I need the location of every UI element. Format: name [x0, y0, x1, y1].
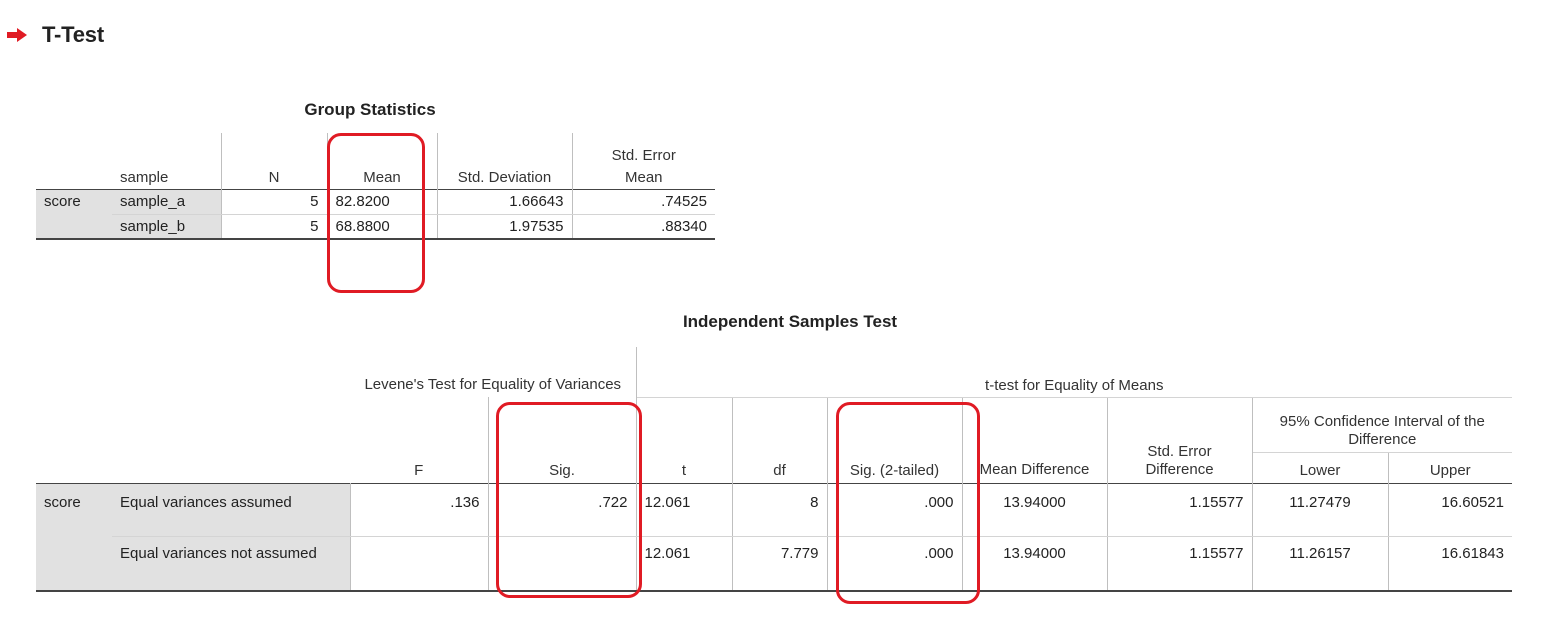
col-std-err-diff: Std. Error Difference — [1107, 397, 1253, 483]
table-row: Equal variances not assumed 12.061 7.779… — [36, 536, 1512, 592]
col-mean: Mean — [327, 133, 438, 189]
levene-header: Levene's Test for Equality of Variances — [350, 347, 637, 397]
group-stats-title: Group Statistics — [304, 100, 436, 119]
cell-upper: 16.60521 — [1388, 482, 1512, 537]
cell-t: 12.061 — [636, 536, 733, 592]
row-variable: score — [36, 482, 112, 536]
cell-t: 12.061 — [636, 482, 733, 537]
col-f: F — [350, 397, 489, 483]
col-std-dev: Std. Deviation — [437, 133, 573, 189]
cell-std-dev: 1.66643 — [437, 188, 573, 215]
col-df: df — [732, 397, 828, 483]
row-sample: sample_b — [112, 214, 222, 240]
group-stats-table: sample N Mean Std. Deviation Std. Error … — [36, 133, 715, 240]
cell-sig-2-tailed: .000 — [827, 536, 963, 592]
cell-f: .136 — [350, 482, 489, 537]
cell-n: 5 — [221, 214, 328, 240]
cell-f — [350, 536, 489, 592]
row-label: Equal variances assumed — [112, 482, 351, 537]
ind-test-title: Independent Samples Test — [682, 312, 898, 331]
cell-lower: 11.26157 — [1252, 536, 1389, 592]
table-row: score Equal variances assumed .136 .722 … — [36, 482, 1512, 537]
row-variable: score — [36, 188, 112, 214]
cell-df: 7.779 — [732, 536, 828, 592]
output-heading: T-Test — [6, 20, 104, 50]
cell-sig — [488, 536, 637, 592]
col-n: N — [221, 133, 328, 189]
ind-header-row-3: Lower Upper — [36, 452, 1512, 483]
group-stats-header-row: sample N Mean Std. Deviation Std. Error … — [36, 133, 715, 189]
cell-mean: 68.8800 — [327, 214, 438, 240]
row-sample: sample_a — [112, 188, 222, 215]
red-arrow-icon[interactable] — [6, 27, 28, 43]
cell-std-err: .88340 — [572, 214, 715, 240]
ind-samples-table: Levene's Test for Equality of Variances … — [36, 347, 1512, 592]
ind-header-row-1: Levene's Test for Equality of Variances … — [36, 347, 1512, 398]
table-row: score sample_a 5 82.8200 1.66643 .74525 — [36, 188, 715, 215]
col-sig-2-tailed: Sig. (2-tailed) — [827, 397, 963, 483]
cell-std-err-diff: 1.15577 — [1107, 482, 1253, 537]
table-row: sample_b 5 68.8800 1.97535 .88340 — [36, 214, 715, 240]
cell-std-err: .74525 — [572, 188, 715, 215]
col-lower: Lower — [1252, 452, 1389, 483]
cell-df: 8 — [732, 482, 828, 537]
col-sig: Sig. — [488, 397, 637, 483]
ind-header-row-2: F Sig. t df Sig. (2-tailed) Mean Differe… — [36, 397, 1512, 483]
cell-lower: 11.27479 — [1252, 482, 1389, 537]
cell-mean: 82.8200 — [327, 188, 438, 215]
cell-n: 5 — [221, 188, 328, 215]
col-t: t — [636, 397, 733, 483]
col-upper: Upper — [1429, 461, 1471, 479]
col-std-err-line2: Mean — [624, 168, 663, 186]
ttest-header: t-test for Equality of Means — [636, 347, 1512, 398]
heading-title: T-Test — [42, 22, 104, 47]
col-std-err-line1: Std. Error — [611, 146, 676, 164]
cell-mean-diff: 13.94000 — [962, 536, 1108, 592]
ci-header: 95% Confidence Interval of the Differenc… — [1252, 397, 1512, 453]
col-std-err: Std. Error Mean — [572, 133, 715, 189]
cell-std-dev: 1.97535 — [437, 214, 573, 240]
row-label: Equal variances not assumed — [112, 536, 351, 592]
col-mean-diff: Mean Difference — [962, 397, 1108, 483]
col-sample: sample — [112, 133, 222, 189]
cell-mean-diff: 13.94000 — [962, 482, 1108, 537]
cell-sig: .722 — [488, 482, 637, 537]
cell-sig-2-tailed: .000 — [827, 482, 963, 537]
cell-std-err-diff: 1.15577 — [1107, 536, 1253, 592]
cell-upper: 16.61843 — [1388, 536, 1512, 592]
